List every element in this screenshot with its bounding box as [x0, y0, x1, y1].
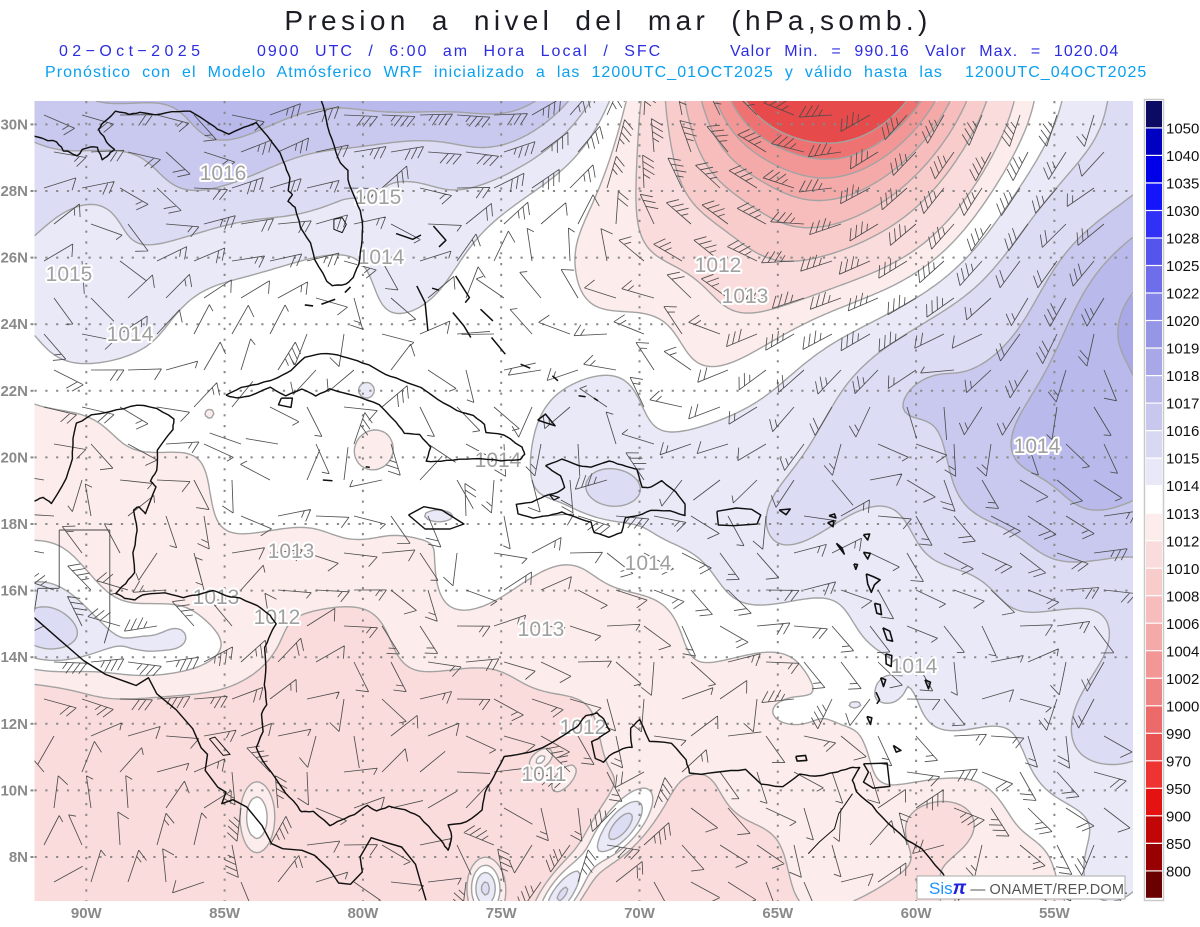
svg-text:1012: 1012 [254, 606, 301, 629]
svg-text:1011: 1011 [521, 763, 566, 786]
svg-text:1014: 1014 [1014, 435, 1061, 458]
svg-text:1020: 1020 [1166, 313, 1199, 330]
svg-text:1014: 1014 [107, 323, 154, 346]
svg-text:1000: 1000 [1166, 698, 1199, 715]
svg-text:1015: 1015 [1166, 451, 1199, 468]
svg-text:30N: 30N [0, 116, 28, 133]
svg-text:1010: 1010 [1166, 561, 1199, 578]
svg-text:970: 970 [1166, 753, 1191, 770]
svg-text:24N: 24N [0, 316, 28, 333]
svg-text:990: 990 [1166, 726, 1191, 743]
svg-text:14N: 14N [0, 649, 28, 666]
svg-text:22N: 22N [0, 383, 28, 400]
svg-text:55W: 55W [1039, 905, 1071, 922]
svg-text:75W: 75W [486, 905, 518, 922]
svg-text:1016: 1016 [1166, 423, 1199, 440]
svg-text:1012: 1012 [695, 254, 742, 277]
svg-text:1040: 1040 [1166, 148, 1199, 165]
svg-text:850: 850 [1166, 836, 1191, 853]
svg-text:10N: 10N [0, 782, 28, 799]
svg-text:1014: 1014 [358, 246, 405, 269]
svg-text:26N: 26N [0, 250, 28, 267]
svg-text:8N: 8N [9, 849, 28, 866]
svg-text:12N: 12N [0, 716, 28, 733]
svg-text:90W: 90W [71, 905, 103, 922]
svg-text:1016: 1016 [200, 162, 247, 185]
svg-text:20N: 20N [0, 449, 28, 466]
svg-text:Sisπ — ONAMET/REP.DOM.: Sisπ — ONAMET/REP.DOM. [929, 878, 1128, 899]
svg-text:1012: 1012 [1166, 533, 1199, 550]
svg-text:1035: 1035 [1166, 176, 1199, 193]
svg-text:1028: 1028 [1166, 231, 1199, 248]
svg-text:18N: 18N [0, 516, 28, 533]
svg-text:900: 900 [1166, 808, 1191, 825]
svg-text:1025: 1025 [1166, 258, 1199, 275]
svg-text:1014: 1014 [625, 552, 672, 575]
svg-text:1002: 1002 [1166, 671, 1199, 688]
svg-text:1017: 1017 [1166, 396, 1199, 413]
svg-text:1018: 1018 [1166, 368, 1199, 385]
svg-text:950: 950 [1166, 781, 1191, 798]
svg-text:1008: 1008 [1166, 588, 1199, 605]
svg-text:1030: 1030 [1166, 203, 1199, 220]
svg-text:1015: 1015 [355, 186, 402, 209]
svg-text:1004: 1004 [1166, 643, 1199, 660]
svg-text:1013: 1013 [268, 540, 315, 563]
svg-text:65W: 65W [762, 905, 794, 922]
svg-text:1050: 1050 [1166, 121, 1199, 138]
svg-text:28N: 28N [0, 183, 28, 200]
svg-text:1006: 1006 [1166, 616, 1199, 633]
svg-text:800: 800 [1166, 864, 1191, 881]
svg-text:1014: 1014 [1166, 478, 1199, 495]
svg-text:70W: 70W [624, 905, 656, 922]
svg-text:1014: 1014 [891, 655, 938, 678]
svg-text:1013: 1013 [518, 618, 565, 641]
svg-text:80W: 80W [347, 905, 379, 922]
svg-text:16N: 16N [0, 583, 28, 600]
svg-text:1015: 1015 [46, 263, 93, 286]
svg-text:1013: 1013 [1166, 506, 1199, 523]
svg-text:1022: 1022 [1166, 286, 1199, 303]
svg-text:85W: 85W [209, 905, 241, 922]
svg-text:1013: 1013 [722, 285, 769, 308]
svg-text:60W: 60W [901, 905, 933, 922]
svg-text:1019: 1019 [1166, 341, 1199, 358]
